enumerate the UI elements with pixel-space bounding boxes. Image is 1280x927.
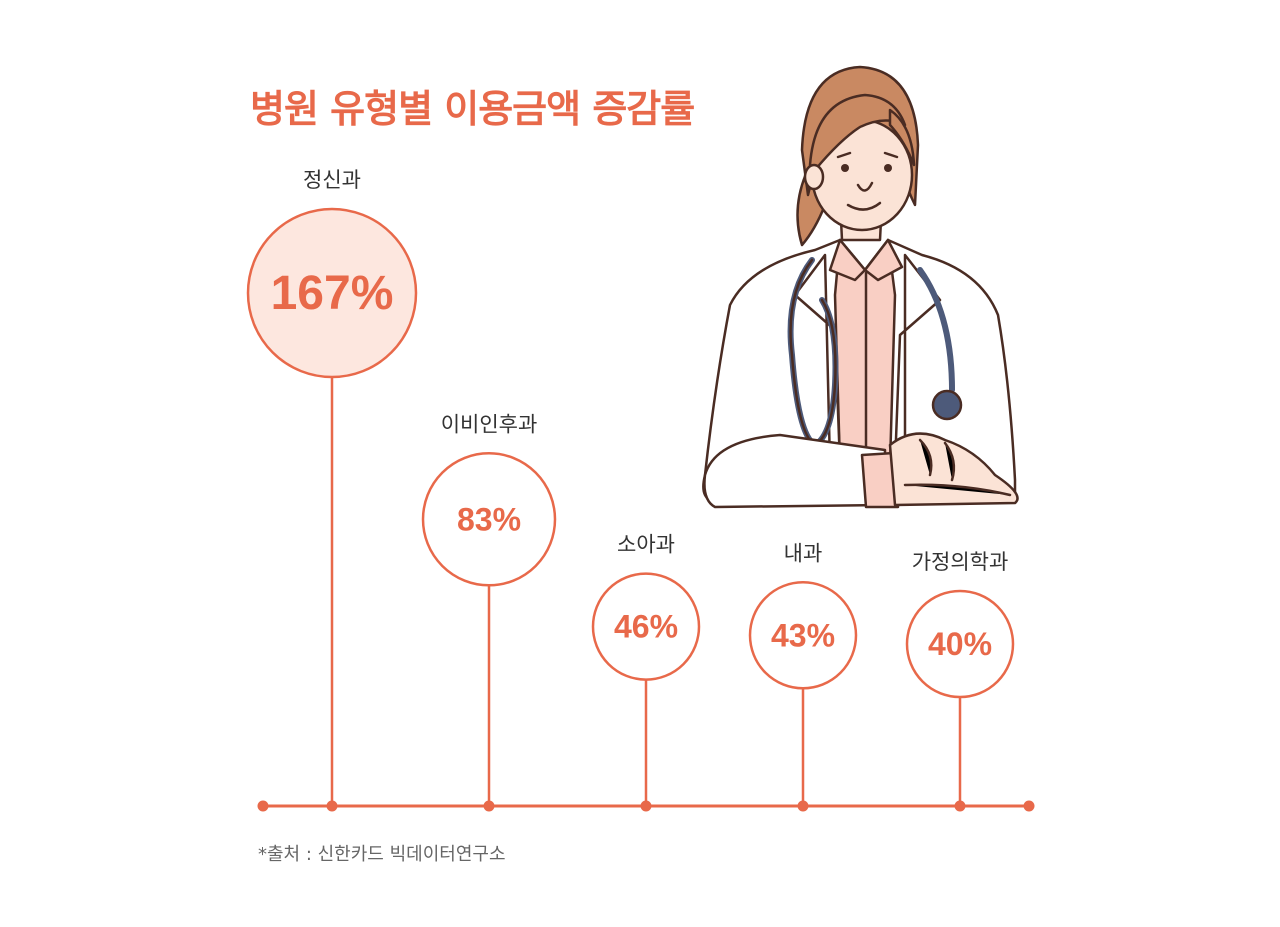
- chart-title: 병원 유형별 이용금액 증감률: [250, 87, 695, 131]
- category-label: 이비인후과: [441, 412, 538, 436]
- value-bubble: [421, 452, 557, 587]
- baseline-dot: [483, 800, 495, 812]
- baseline-dot: [326, 800, 338, 812]
- category-label: 가정의학과: [912, 550, 1009, 574]
- doctor-illustration: [702, 65, 1019, 509]
- source-note: *출처 : 신한카드 빅데이터연구소: [258, 844, 506, 865]
- value-label: 167%: [271, 267, 394, 320]
- baseline-dot: [797, 800, 809, 812]
- baseline-dot: [954, 800, 966, 812]
- category-label: 정신과: [303, 168, 361, 192]
- value-bubble: [905, 589, 1015, 699]
- baseline-end-dot: [1023, 800, 1035, 812]
- baseline-end-dot: [257, 800, 269, 812]
- value-bubble: [748, 581, 858, 690]
- value-label: 43%: [771, 617, 835, 653]
- value-label: 46%: [614, 609, 678, 645]
- value-bubble: [246, 207, 418, 379]
- category-label: 소아과: [617, 533, 675, 557]
- baseline-dot: [640, 800, 652, 812]
- value-label: 83%: [457, 501, 521, 537]
- category-label: 내과: [784, 541, 823, 565]
- value-label: 40%: [928, 626, 992, 662]
- value-bubble: [591, 572, 701, 681]
